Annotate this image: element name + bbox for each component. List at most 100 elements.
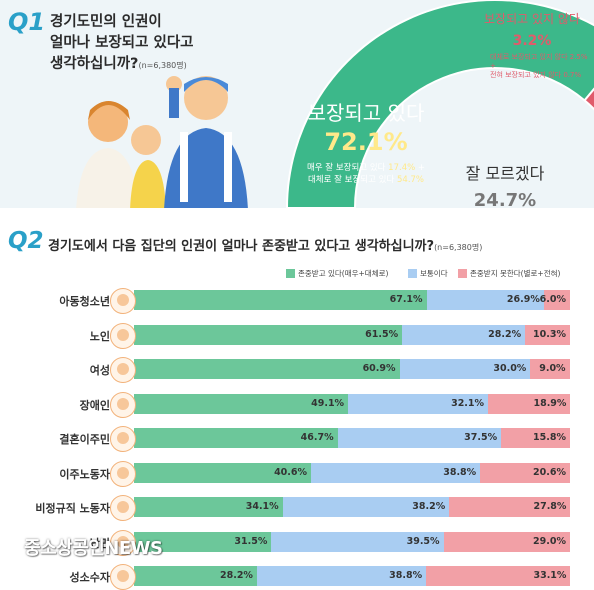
- bar-value-label: 49.1%: [311, 397, 345, 409]
- q1-title-line: 얼마나 보장되고 있다고: [50, 35, 194, 51]
- bar-segment: [348, 393, 489, 414]
- bar-segment: [134, 531, 272, 552]
- q2-sample-size: (n=6,380명): [434, 243, 483, 252]
- bar-value-label: 28.2%: [488, 328, 522, 340]
- legend-item: 존중받지 못한다(별로+전혀): [458, 268, 560, 279]
- secured-label: 보장되고 있다: [307, 101, 425, 125]
- bar-value-label: 34.1%: [245, 501, 279, 512]
- q1-panel: Q1 경기도민의 인권이 얼마나 보장되고 있다고 생각하십니까?(n=6,38…: [0, 0, 594, 208]
- bar-segment: [501, 428, 570, 448]
- bar-value-label: 10.3%: [533, 328, 566, 340]
- secured-detail-prefix: 매우 잘 보장되고 있다: [306, 163, 389, 173]
- bar-segment: [543, 290, 570, 310]
- stacked-bar-row: 67.1% 26.9% 6.0%: [134, 290, 570, 310]
- watermark: 중소상공인NEWS: [24, 538, 163, 559]
- bar-segment: [134, 393, 349, 414]
- q1-donut-chart: [285, 0, 594, 208]
- donut-slice-0: [285, 0, 594, 208]
- bar-value-label: 6.0%: [539, 294, 566, 305]
- secured-detail-prefix: 대체로 잘 보장되고 있다: [307, 175, 397, 185]
- secured-detail: 매우 잘 보장되고 있다 17.4% + 대체로 잘 보장되고 있다 54.7%: [296, 162, 436, 186]
- bar-segment: [311, 462, 481, 483]
- bar-segment: [134, 428, 338, 448]
- bar-value-label: 40.6%: [274, 466, 308, 478]
- bar-value-label: 15.8%: [533, 432, 566, 443]
- group-avatar-icon: [110, 460, 136, 487]
- group-avatar-icon: [110, 357, 136, 383]
- bar-segment: [134, 324, 403, 345]
- secured-value: 72.1%: [324, 128, 408, 156]
- stacked-bar-row: 34.1% 38.2% 27.8%: [134, 497, 571, 517]
- category-label: 아동청소년: [59, 295, 110, 308]
- not-secured-detail-suffix: +: [490, 62, 496, 70]
- not-secured-detail-value: 0.7%: [563, 71, 582, 79]
- bar-value-label: 18.9%: [533, 397, 567, 409]
- q2-title-group: 경기도에서 다음 집단의 인권이 얼마나 존중받고 있다고 생각하십니까?(n=…: [48, 235, 482, 254]
- group-avatar-icon: [110, 426, 136, 452]
- bar-segment: [134, 462, 312, 483]
- bar-segment: [134, 290, 427, 310]
- legend-swatch: [408, 269, 417, 278]
- not-secured-detail-value: 2.5%: [569, 53, 588, 61]
- bar-value-label: 39.5%: [406, 535, 440, 547]
- secured-detail-value: 17.4%: [388, 163, 416, 173]
- not-secured-detail: 대체로 보장되고 있지 않다 2.5% + 전혀 보장되고 있지 않다 0.7%: [490, 53, 594, 80]
- category-label: 성소수자: [69, 571, 110, 584]
- bar-segment: [134, 566, 257, 586]
- bar-segment: [402, 324, 526, 345]
- category-label: 장애인: [79, 398, 110, 412]
- category-label: 여성: [89, 364, 110, 377]
- q1-number: Q1: [8, 8, 46, 36]
- group-avatar-icon: [110, 322, 136, 349]
- bar-value-label: 37.5%: [464, 432, 498, 443]
- secured-label-group: 보장되고 있다 72.1% 매우 잘 보장되고 있다 17.4% + 대체로 잘…: [296, 97, 436, 186]
- bar-value-label: 29.0%: [533, 535, 566, 547]
- bar-value-label: 32.1%: [451, 397, 485, 409]
- bar-segment: [530, 359, 570, 379]
- group-avatar-icon: [110, 288, 136, 314]
- bar-value-label: 38.8%: [443, 466, 477, 478]
- bar-segment: [488, 393, 571, 414]
- family-illustration-icon: [76, 76, 248, 208]
- bar-segment: [271, 531, 444, 552]
- bar-segment: [282, 497, 450, 517]
- group-avatar-icon: [110, 495, 136, 521]
- q1-title-line: 경기도민의 인권이: [50, 14, 162, 30]
- bar-value-label: 20.6%: [533, 466, 566, 478]
- bar-segment: [426, 290, 544, 310]
- bar-value-label: 33.1%: [533, 570, 567, 581]
- bar-value-label: 28.2%: [219, 570, 253, 581]
- stacked-bar-row: 49.1% 32.1% 18.9%: [134, 393, 571, 414]
- stacked-bar-row: 28.2% 38.8% 33.1%: [134, 566, 571, 586]
- bar-segment: [134, 497, 283, 517]
- bar-segment: [525, 324, 570, 345]
- bar-value-label: 30.0%: [493, 363, 527, 374]
- legend-item: 존중받고 있다(매우+대체로): [286, 268, 388, 279]
- bar-value-label: 9.0%: [539, 363, 566, 374]
- legend-item: 보통이다: [408, 268, 448, 279]
- category-label: 이주노동자: [59, 467, 110, 481]
- not-secured-detail-prefix: 대체로 보장되고 있지 않다: [490, 53, 570, 61]
- q1-title: 경기도민의 인권이 얼마나 보장되고 있다고 생각하십니까?(n=6,380명): [50, 12, 240, 76]
- dont-know-label: 잘 모르겠다: [465, 164, 545, 183]
- not-secured-label: 보장되고 있지 않다: [484, 12, 580, 26]
- q1-sample-size: (n=6,380명): [138, 61, 187, 70]
- stacked-bar-row: 40.6% 38.8% 20.6%: [134, 462, 570, 483]
- category-label: 난민: [89, 536, 110, 550]
- category-label: 비정규직 노동자: [35, 502, 110, 515]
- bar-value-label: 38.8%: [389, 570, 423, 581]
- group-avatar-icon: [110, 529, 136, 556]
- not-secured-detail-prefix: 전혀 보장되고 있지 않다: [490, 71, 564, 79]
- bar-segment: [134, 359, 400, 379]
- legend-label: 보통이다: [420, 269, 448, 278]
- dont-know-value: 24.7%: [473, 190, 537, 208]
- bar-value-label: 61.5%: [365, 328, 399, 340]
- not-secured-label-group: 보장되고 있지 않다 3.2% 대체로 보장되고 있지 않다 2.5% + 전혀…: [470, 10, 594, 80]
- category-label: 노인: [89, 329, 110, 343]
- bar-segment: [480, 462, 570, 483]
- legend-label: 존중받고 있다(매우+대체로): [298, 269, 389, 278]
- dont-know-label-group: 잘 모르겠다 24.7%: [450, 160, 560, 208]
- group-avatar-icon: [110, 564, 136, 590]
- bar-segment: [443, 531, 570, 552]
- stacked-bar-row: 46.7% 37.5% 15.8%: [134, 428, 570, 448]
